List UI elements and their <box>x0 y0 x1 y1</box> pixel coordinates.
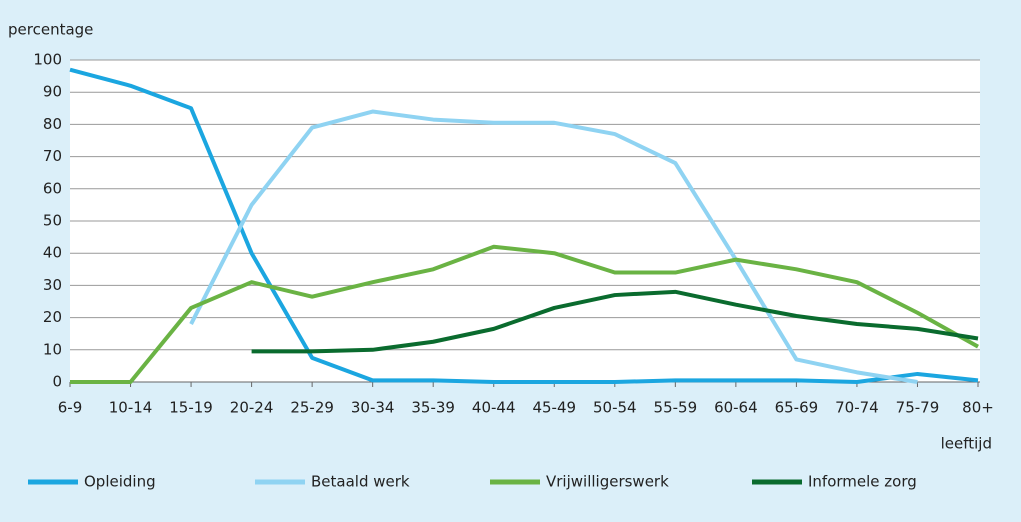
x-tick-label: 15-19 <box>169 399 213 417</box>
x-tick-label: 20-24 <box>230 399 274 417</box>
y-tick-label: 10 <box>43 340 62 358</box>
y-tick-label: 50 <box>43 212 62 230</box>
y-tick-label: 0 <box>52 373 62 391</box>
x-tick-label: 6-9 <box>58 399 83 417</box>
x-tick-label: 40-44 <box>472 399 516 417</box>
x-tick-label: 80+ <box>962 399 994 417</box>
legend-label: Opleiding <box>84 473 156 491</box>
y-tick-label: 100 <box>33 51 62 69</box>
legend-label: Informele zorg <box>808 473 917 491</box>
y-axis-label: percentage <box>8 21 93 39</box>
x-tick-label: 30-34 <box>351 399 395 417</box>
y-tick-label: 70 <box>43 147 62 165</box>
x-tick-label: 10-14 <box>109 399 153 417</box>
x-tick-label: 55-59 <box>654 399 698 417</box>
series-line <box>70 244 979 384</box>
x-tick-label: 70-74 <box>835 399 879 417</box>
series-line <box>189 109 918 384</box>
x-tick-label: 25-29 <box>290 399 334 417</box>
legend-label: Vrijwilligerswerk <box>546 473 669 491</box>
x-tick-label: 75-79 <box>896 399 940 417</box>
y-tick-label: 30 <box>43 276 62 294</box>
y-tick-label: 60 <box>43 179 62 197</box>
y-tick-label: 20 <box>43 308 62 326</box>
x-tick-label: 65-69 <box>775 399 819 417</box>
x-tick-label: 45-49 <box>532 399 576 417</box>
y-tick-label: 40 <box>43 244 62 262</box>
series-line <box>69 67 979 384</box>
x-axis-label: leeftijd <box>941 435 992 453</box>
series-line <box>251 289 979 354</box>
x-tick-label: 35-39 <box>411 399 455 417</box>
y-tick-label: 80 <box>43 115 62 133</box>
x-tick-label: 60-64 <box>714 399 758 417</box>
legend-label: Betaald werk <box>311 473 410 491</box>
y-tick-label: 90 <box>43 83 62 101</box>
x-tick-label: 50-54 <box>593 399 637 417</box>
